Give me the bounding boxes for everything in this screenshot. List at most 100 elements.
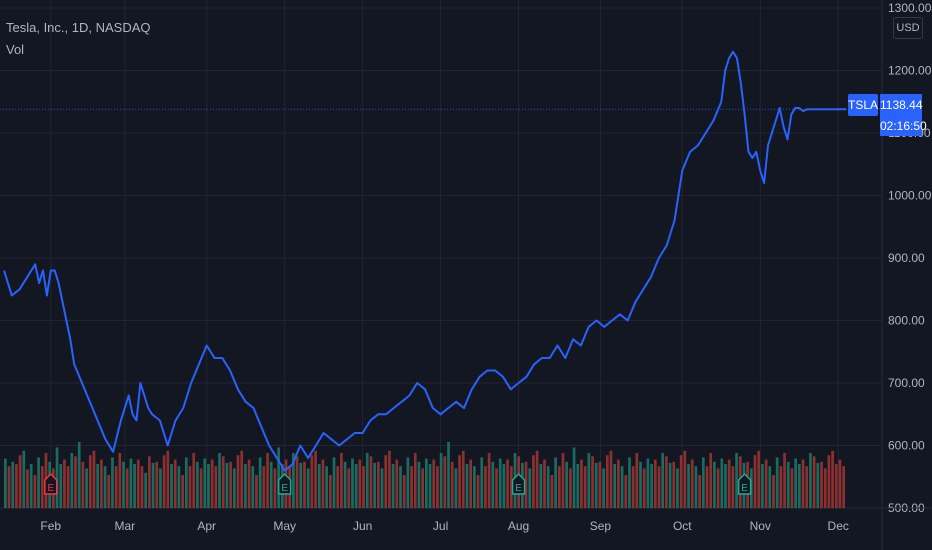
volume-bar bbox=[502, 464, 506, 508]
x-tick-label: May bbox=[273, 519, 296, 533]
volume-bar bbox=[757, 450, 761, 508]
y-tick-label: 700.00 bbox=[888, 376, 925, 390]
volume-bar bbox=[262, 466, 266, 508]
volume-bar bbox=[369, 456, 373, 508]
volume-indicator-label[interactable]: Vol bbox=[6, 42, 25, 57]
x-tick-label: Nov bbox=[750, 519, 771, 533]
volume-bar bbox=[672, 461, 676, 508]
volume-bar bbox=[347, 468, 351, 508]
volume-bar bbox=[155, 461, 159, 508]
volume-bar bbox=[295, 456, 299, 508]
volume-bar bbox=[454, 468, 458, 508]
volume-bar bbox=[310, 455, 314, 508]
volume-bar bbox=[458, 455, 461, 508]
volume-bar bbox=[380, 468, 384, 508]
volume-bar bbox=[461, 450, 465, 508]
volume-bar bbox=[690, 459, 694, 508]
volume-bar bbox=[665, 456, 668, 508]
volume-bar bbox=[805, 466, 809, 508]
volume-bar bbox=[340, 453, 343, 508]
volume-bar bbox=[716, 468, 720, 508]
volume-bar bbox=[40, 466, 44, 508]
volume-bar bbox=[576, 464, 580, 508]
volume-bar bbox=[753, 455, 757, 508]
volume-bar bbox=[221, 456, 225, 508]
earnings-marker bbox=[277, 472, 292, 495]
volume-bar bbox=[26, 469, 29, 508]
volume-bar bbox=[465, 464, 469, 508]
y-tick-label: 800.00 bbox=[888, 314, 925, 328]
volume-bar bbox=[447, 442, 450, 508]
volume-bar bbox=[406, 457, 410, 508]
volume-bar bbox=[266, 453, 269, 508]
earnings-marker bbox=[511, 472, 526, 495]
volume-bar bbox=[761, 464, 764, 508]
volume-bar bbox=[321, 459, 325, 508]
volume-bar bbox=[85, 468, 88, 508]
volume-bar bbox=[735, 453, 738, 508]
volume-bar bbox=[786, 461, 790, 508]
volume-bar bbox=[487, 453, 491, 508]
volume-bar bbox=[29, 464, 33, 508]
volume-bar bbox=[421, 468, 424, 508]
volume-bar bbox=[303, 461, 306, 508]
volume-bar bbox=[639, 461, 642, 508]
volume-bar bbox=[469, 459, 473, 508]
volume-bar bbox=[299, 462, 303, 508]
volume-bar bbox=[768, 466, 772, 508]
volume-bar bbox=[794, 458, 797, 508]
volume-bar bbox=[170, 464, 173, 508]
volume-bar bbox=[196, 461, 199, 508]
last-price-value: 1138.44 bbox=[880, 94, 923, 116]
volume-bar bbox=[103, 466, 107, 508]
volume-bar bbox=[251, 466, 255, 508]
volume-bar bbox=[258, 457, 262, 508]
volume-bar bbox=[59, 464, 63, 508]
volume-bar bbox=[705, 466, 709, 508]
volume-bar bbox=[506, 459, 509, 508]
volume-bar bbox=[591, 456, 594, 508]
volume-bar bbox=[336, 466, 340, 508]
volume-bar bbox=[436, 466, 439, 508]
volume-bar bbox=[543, 459, 546, 508]
volume-bar bbox=[783, 453, 786, 508]
volume-bar bbox=[554, 457, 557, 508]
x-tick-label: Sep bbox=[590, 519, 612, 533]
volume-bar bbox=[232, 468, 236, 508]
volume-bar bbox=[838, 459, 842, 508]
volume-bar bbox=[273, 468, 277, 508]
volume-bar bbox=[107, 475, 111, 508]
volume-bar bbox=[528, 468, 532, 508]
earnings-marker bbox=[44, 472, 58, 495]
volume-bar bbox=[214, 466, 218, 508]
volume-bar bbox=[229, 461, 232, 508]
volume-bar bbox=[679, 455, 683, 508]
volume-bar bbox=[834, 464, 838, 508]
volume-bar bbox=[325, 466, 328, 508]
volume-bar bbox=[602, 468, 605, 508]
volume-bar bbox=[358, 459, 362, 508]
volume-bar bbox=[727, 459, 731, 508]
volume-bar bbox=[498, 458, 502, 508]
volume-bar bbox=[701, 457, 705, 508]
volume-bar bbox=[376, 461, 380, 508]
volume-bar bbox=[587, 453, 591, 508]
volume-bar bbox=[617, 459, 620, 508]
volume-bar bbox=[694, 466, 698, 508]
volume-bar bbox=[816, 462, 820, 508]
volume-bar bbox=[557, 466, 561, 508]
volume-bar bbox=[269, 461, 273, 508]
volume-bar bbox=[698, 475, 701, 508]
volume-bar bbox=[159, 468, 162, 508]
volume-bar bbox=[661, 453, 665, 508]
volume-bar bbox=[546, 466, 550, 508]
volume-bar bbox=[162, 455, 166, 508]
earnings-marker bbox=[737, 472, 752, 495]
volume-bar bbox=[561, 453, 565, 508]
volume-bar bbox=[550, 475, 554, 508]
volume-bar bbox=[388, 450, 391, 508]
currency-button[interactable]: USD bbox=[893, 17, 923, 39]
x-tick-label: Aug bbox=[508, 519, 529, 533]
volume-bar bbox=[402, 475, 406, 508]
